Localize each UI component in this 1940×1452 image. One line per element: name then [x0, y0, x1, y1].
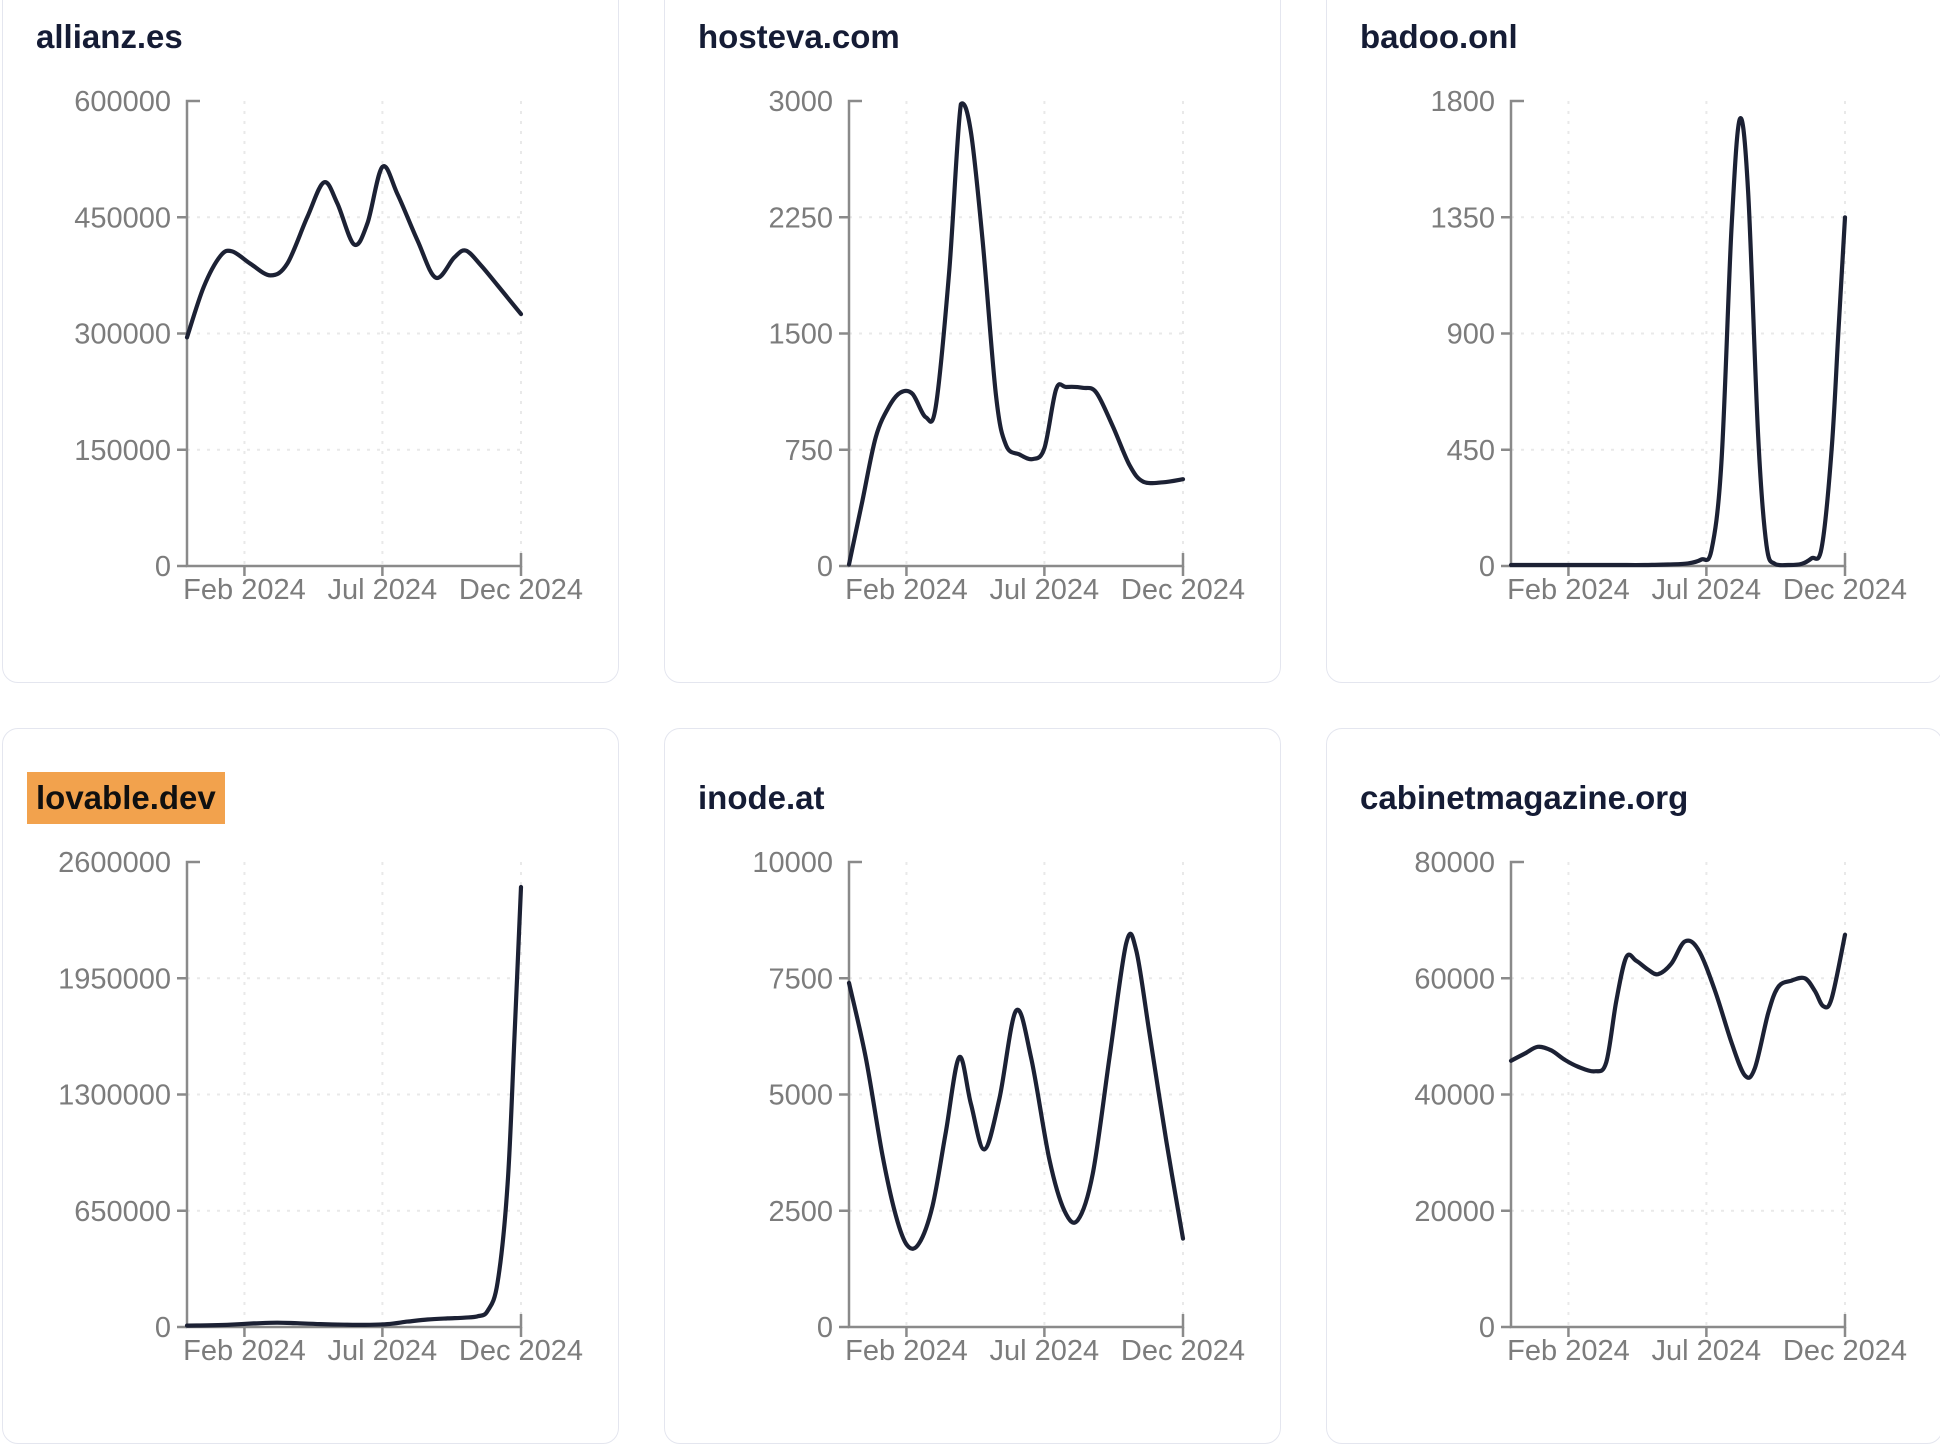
y-tick-label: 7500	[768, 963, 833, 995]
y-tick-label: 2500	[768, 1196, 833, 1228]
y-tick-label: 2250	[768, 202, 833, 234]
y-tick-label: 10000	[752, 847, 833, 879]
chart-canvas: 0 20000 40000 60000 80000 Feb 2024 Jul 2024 Dec…	[1414, 847, 1907, 1367]
trend-line	[846, 101, 1186, 567]
chart-card-inode-at[interactable]: 0 2500 5000 7500 10000 Feb 2024 Jul 2024 Dec 20…	[664, 728, 1281, 1444]
y-tick-label: 750	[785, 435, 833, 467]
y-tick-label: 60000	[1414, 963, 1495, 995]
y-tick-label: 450	[1447, 435, 1495, 467]
chart-card-hosteva-com[interactable]: 0 750 1500 2250 3000 Feb 2024 Jul 2024 Dec 2024…	[664, 0, 1281, 683]
y-tick-label: 20000	[1414, 1196, 1495, 1228]
y-tick-label: 0	[1479, 551, 1495, 583]
x-tick-label: Jul 2024	[328, 574, 438, 606]
y-tick-label: 0	[817, 1312, 833, 1344]
chart-canvas: 0 150000 300000 450000 600000 Feb 2024 Jul 202…	[74, 86, 583, 606]
y-tick-label: 1800	[1430, 86, 1495, 118]
x-tick-label: Jul 2024	[990, 574, 1100, 606]
y-tick-label: 300000	[74, 319, 171, 351]
y-tick-label: 80000	[1414, 847, 1495, 879]
y-tick-label: 600000	[74, 86, 171, 118]
x-tick-label: Dec 2024	[1783, 1335, 1907, 1367]
x-tick-label: Feb 2024	[183, 1335, 306, 1367]
chart-canvas: 0 450 900 1350 1800 Feb 2024 Jul 2024 Dec 2024	[1430, 86, 1907, 606]
y-tick-label: 650000	[74, 1196, 171, 1228]
chart-title: allianz.es	[36, 18, 183, 55]
y-tick-label: 150000	[74, 435, 171, 467]
chart-title: cabinetmagazine.org	[1360, 779, 1689, 816]
x-tick-label: Feb 2024	[845, 1335, 968, 1367]
y-tick-label: 5000	[768, 1080, 833, 1112]
chart-title: badoo.onl	[1360, 18, 1518, 55]
y-tick-label: 1300000	[58, 1080, 171, 1112]
y-tick-label: 900	[1447, 319, 1495, 351]
y-tick-label: 0	[155, 551, 171, 583]
trend-line	[846, 931, 1186, 1251]
x-tick-label: Dec 2024	[1121, 574, 1245, 606]
trend-line	[184, 884, 524, 1328]
chart-canvas: 0 650000 1300000 1950000 2600000 Feb 2024 Jul …	[58, 847, 583, 1367]
y-tick-label: 1500	[768, 319, 833, 351]
trend-line	[184, 164, 524, 340]
chart-canvas: 0 2500 5000 7500 10000 Feb 2024 Jul 2024 Dec 20…	[752, 847, 1245, 1367]
y-tick-label: 0	[155, 1312, 171, 1344]
chart-canvas: 0 750 1500 2250 3000 Feb 2024 Jul 2024 Dec 2024	[768, 86, 1245, 606]
y-tick-label: 450000	[74, 202, 171, 234]
x-tick-label: Dec 2024	[1783, 574, 1907, 606]
chart-card-badoo-onl[interactable]: 0 450 900 1350 1800 Feb 2024 Jul 2024 Dec 2024 …	[1326, 0, 1940, 683]
y-tick-label: 3000	[768, 86, 833, 118]
x-tick-label: Dec 2024	[459, 1335, 583, 1367]
x-tick-label: Jul 2024	[990, 1335, 1100, 1367]
chart-card-lovable-dev[interactable]: 0 650000 1300000 1950000 2600000 Feb 2024 Jul …	[2, 728, 619, 1444]
x-tick-label: Dec 2024	[459, 574, 583, 606]
chart-title-highlighted: lovable.dev	[27, 772, 225, 824]
chart-title: hosteva.com	[698, 18, 900, 55]
trend-line	[1508, 116, 1848, 568]
chart-title: inode.at	[698, 779, 825, 816]
chart-card-cabinetmagazine-org[interactable]: 0 20000 40000 60000 80000 Feb 2024 Jul 2024 Dec…	[1326, 728, 1940, 1444]
y-tick-label: 1350	[1430, 202, 1495, 234]
y-tick-label: 40000	[1414, 1080, 1495, 1112]
x-tick-label: Jul 2024	[328, 1335, 438, 1367]
y-tick-label: 2600000	[58, 847, 171, 879]
x-tick-label: Feb 2024	[183, 574, 306, 606]
x-tick-label: Jul 2024	[1652, 574, 1762, 606]
x-tick-label: Feb 2024	[1507, 574, 1630, 606]
y-tick-label: 0	[817, 551, 833, 583]
chart-card-allianz-es[interactable]: 0 150000 300000 450000 600000 Feb 2024 Jul 202…	[2, 0, 619, 683]
trend-line	[1508, 932, 1848, 1080]
y-tick-label: 0	[1479, 1312, 1495, 1344]
x-tick-label: Jul 2024	[1652, 1335, 1762, 1367]
y-tick-label: 1950000	[58, 963, 171, 995]
x-tick-label: Feb 2024	[845, 574, 968, 606]
x-tick-label: Dec 2024	[1121, 1335, 1245, 1367]
x-tick-label: Feb 2024	[1507, 1335, 1630, 1367]
